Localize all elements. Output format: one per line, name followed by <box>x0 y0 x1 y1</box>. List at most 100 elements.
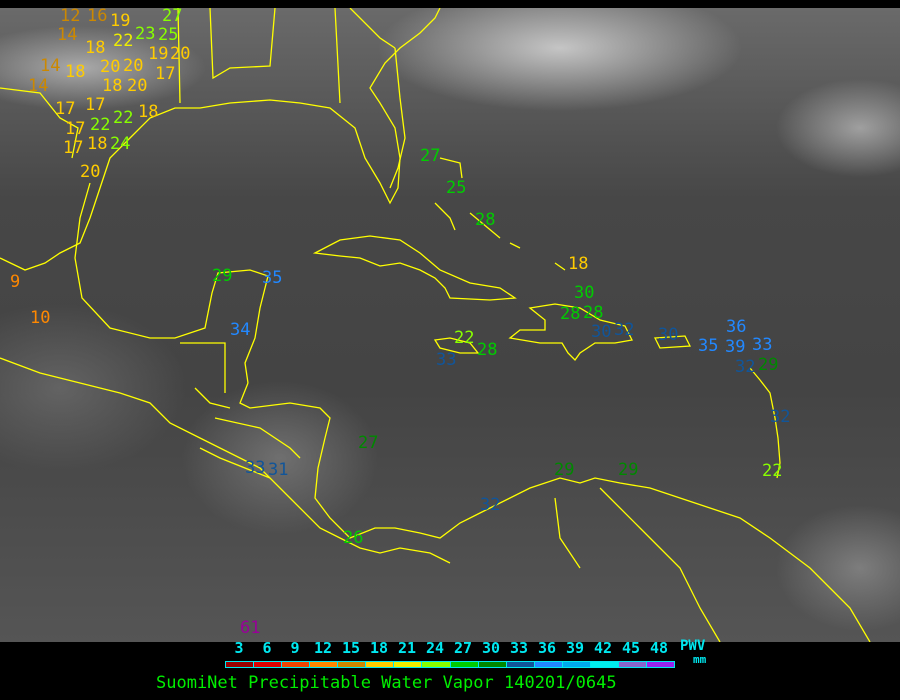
station-pwv-value: 20 <box>123 56 144 76</box>
jamaica <box>433 337 480 354</box>
station-pwv-value: 18 <box>87 134 108 154</box>
station-pwv-value: 30 <box>658 325 679 345</box>
legend-color-swatch <box>338 662 367 667</box>
florida <box>389 47 406 189</box>
station-pwv-value: 33 <box>245 458 266 478</box>
legend-color-swatch <box>534 662 563 667</box>
legend-tick-label: 42 <box>593 639 613 657</box>
station-pwv-value: 28 <box>583 303 604 323</box>
station-pwv-value: 27 <box>162 8 183 26</box>
legend-tick-label: 48 <box>649 639 669 657</box>
station-pwv-value: 35 <box>262 268 283 288</box>
station-pwv-value: 19 <box>148 44 169 64</box>
legend-tick-label: 21 <box>397 639 417 657</box>
station-pwv-value: 17 <box>65 119 86 139</box>
station-pwv-value: 18 <box>568 254 589 274</box>
station-pwv-value: 61 <box>240 618 261 638</box>
station-pwv-value: 20 <box>127 76 148 96</box>
station-pwv-value: 17 <box>85 95 106 115</box>
legend-color-swatch <box>422 662 451 667</box>
station-pwv-value: 26 <box>343 528 364 548</box>
station-pwv-value: 28 <box>475 210 496 230</box>
legend-color-swatch <box>310 662 339 667</box>
station-pwv-value: 28 <box>560 304 581 324</box>
station-pwv-value: 18 <box>65 62 86 82</box>
station-pwv-value: 32 <box>770 407 791 427</box>
puerto-rico <box>653 335 692 349</box>
station-pwv-value: 20 <box>100 57 121 77</box>
station-pwv-value: 22 <box>762 461 783 481</box>
station-pwv-value: 17 <box>63 138 84 158</box>
borders-central-america <box>180 342 301 479</box>
station-pwv-value: 18 <box>85 38 106 58</box>
mexico-coast <box>74 182 269 384</box>
legend-color-swatch <box>282 662 311 667</box>
station-pwv-value: 25 <box>446 178 467 198</box>
legend-tick-label: 36 <box>537 639 557 657</box>
station-pwv-value: 14 <box>57 25 78 45</box>
legend-tick-label: 6 <box>262 639 272 657</box>
color-legend: 3 6 9 12 15 18 21 24 27 30 33 36 39 42 45 48 PWV mm Suo… <box>0 639 900 700</box>
legend-tick-label: 15 <box>341 639 361 657</box>
station-pwv-value: 35 <box>698 336 719 356</box>
legend-color-swatch <box>450 662 479 667</box>
us-gulf-coast <box>0 8 441 271</box>
station-pwv-value: 33 <box>436 350 457 370</box>
legend-color-swatch <box>226 662 255 667</box>
legend-tick-label: 3 <box>234 639 244 657</box>
station-pwv-value: 22 <box>113 31 134 51</box>
station-pwv-value: 29 <box>758 355 779 375</box>
station-pwv-value: 33 <box>752 335 773 355</box>
station-pwv-value: 27 <box>358 433 379 453</box>
station-pwv-value: 14 <box>28 76 49 96</box>
legend-color-bar <box>225 661 675 668</box>
station-pwv-value: 24 <box>110 134 131 154</box>
station-pwv-value: 16 <box>87 8 108 26</box>
station-pwv-value: 25 <box>158 25 179 45</box>
legend-tick-label: 39 <box>565 639 585 657</box>
station-pwv-value: 9 <box>10 272 21 292</box>
legend-tick-label: 9 <box>290 639 300 657</box>
station-pwv-value: 29 <box>618 460 639 480</box>
station-pwv-value: 30 <box>591 322 612 342</box>
legend-color-swatch <box>254 662 283 667</box>
station-pwv-value: 29 <box>554 460 575 480</box>
legend-unit: mm <box>693 653 707 666</box>
station-pwv-value: 22 <box>113 108 134 128</box>
central-america-caribbean <box>239 382 501 539</box>
legend-color-swatch <box>618 662 647 667</box>
cuba <box>312 235 517 301</box>
station-pwv-value: 17 <box>155 64 176 84</box>
legend-color-swatch <box>590 662 619 667</box>
station-pwv-value: 30 <box>574 283 595 303</box>
legend-tick-label: 24 <box>425 639 445 657</box>
station-pwv-value: 20 <box>170 44 191 64</box>
legend-color-swatch <box>562 662 591 667</box>
station-pwv-value: 27 <box>420 146 441 166</box>
legend-color-swatch <box>366 662 395 667</box>
legend-color-swatch <box>646 662 674 667</box>
station-pwv-value: 18 <box>138 102 159 122</box>
hispaniola <box>508 303 633 362</box>
mexico-pacific-coast <box>0 357 451 564</box>
state-borders <box>0 8 396 159</box>
station-pwv-value: 17 <box>55 99 76 119</box>
map-title: SuomiNet Precipitable Water Vapor 140201… <box>156 673 617 693</box>
legend-color-swatch <box>506 662 535 667</box>
south-america-coast <box>499 477 871 642</box>
station-pwv-value: 39 <box>725 337 746 357</box>
legend-tick-label: 30 <box>481 639 501 657</box>
station-pwv-value: 36 <box>726 317 747 337</box>
station-pwv-value: 32 <box>614 320 635 340</box>
station-pwv-value: 28 <box>477 340 498 360</box>
station-pwv-value: 12 <box>60 8 81 26</box>
station-pwv-value: 18 <box>102 76 123 96</box>
satellite-map: 12 16 14 19 22 23 25 27 18 19 20 14 18 20 20 17 18 20 14 17… <box>0 8 900 642</box>
legend-color-swatch <box>394 662 423 667</box>
legend-tick-label: 45 <box>621 639 641 657</box>
legend-tick-label: 12 <box>313 639 333 657</box>
legend-color-swatch <box>478 662 507 667</box>
legend-tick-label: 18 <box>369 639 389 657</box>
station-pwv-value: 20 <box>80 162 101 182</box>
